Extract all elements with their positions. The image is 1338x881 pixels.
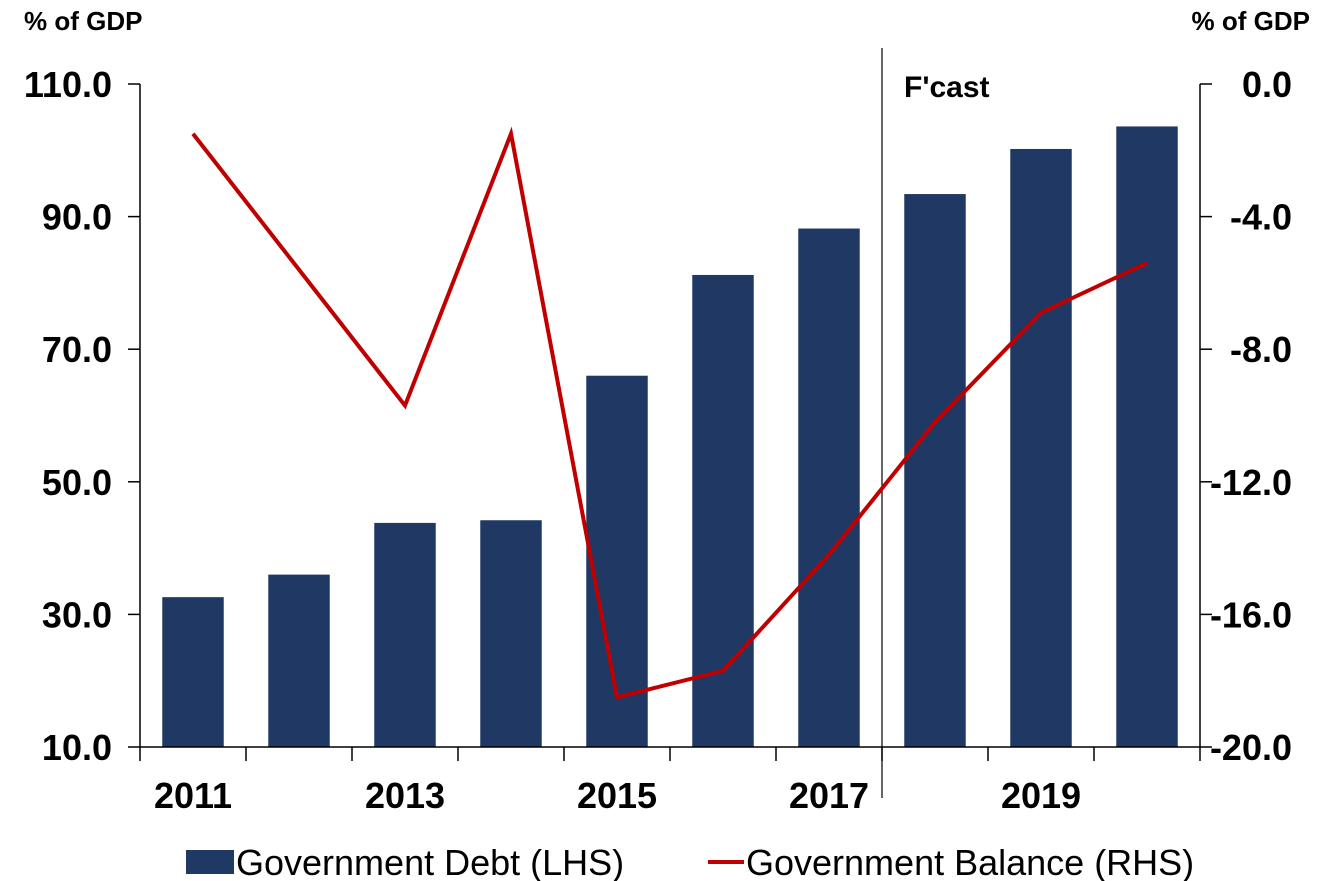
legend-label-balance: Government Balance (RHS) — [746, 842, 1194, 881]
bar-2014 — [480, 520, 542, 747]
legend-swatch-debt — [186, 850, 234, 874]
bar-2019 — [1010, 148, 1072, 747]
left-tick-label: 110.0 — [24, 64, 112, 105]
right-tick-label: -20.0 — [1210, 727, 1292, 768]
left-tick-label: 70.0 — [42, 329, 112, 370]
x-tick-label: 2015 — [577, 775, 657, 816]
legend: Government Debt (LHS) Government Balance … — [186, 842, 1194, 881]
left-tick-label: 50.0 — [42, 462, 112, 503]
x-tick-label: 2011 — [154, 775, 232, 816]
x-tick-label: 2019 — [1001, 775, 1081, 816]
bar-2012 — [268, 574, 330, 747]
left-tick-label: 10.0 — [42, 727, 112, 768]
bar-series — [162, 126, 1178, 748]
forecast-marker: F'cast — [881, 48, 990, 798]
bar-2011 — [162, 597, 224, 747]
bar-2015 — [586, 375, 648, 747]
bar-2018 — [904, 194, 966, 748]
right-tick-label: -16.0 — [1210, 594, 1292, 635]
left-axis-ticks: 110.0 90.0 70.0 50.0 30.0 10.0 — [24, 64, 140, 768]
x-tick-label: 2013 — [365, 775, 445, 816]
left-tick-label: 30.0 — [42, 594, 112, 635]
x-axis-ticks: 2011 2013 2015 2017 2019 — [139, 747, 1201, 816]
forecast-label: F'cast — [904, 71, 990, 104]
right-tick-label: 0.0 — [1242, 64, 1292, 105]
right-axis-unit: % of GDP — [1192, 6, 1310, 36]
right-axis-ticks: 0.0 -4.0 -8.0 -12.0 -16.0 -20.0 — [1200, 64, 1292, 768]
left-axis-unit: % of GDP — [24, 6, 142, 36]
right-tick-label: -8.0 — [1230, 329, 1292, 370]
bar-2013 — [374, 522, 436, 747]
left-tick-label: 90.0 — [42, 197, 112, 238]
bar-2017 — [798, 228, 860, 747]
right-tick-label: -12.0 — [1210, 462, 1292, 503]
right-tick-label: -4.0 — [1230, 197, 1292, 238]
legend-label-debt: Government Debt (LHS) — [236, 842, 624, 881]
line-series — [191, 126, 1148, 700]
bar-2020 — [1116, 126, 1178, 747]
x-tick-label: 2017 — [789, 775, 869, 816]
line-government-balance — [191, 126, 1148, 700]
